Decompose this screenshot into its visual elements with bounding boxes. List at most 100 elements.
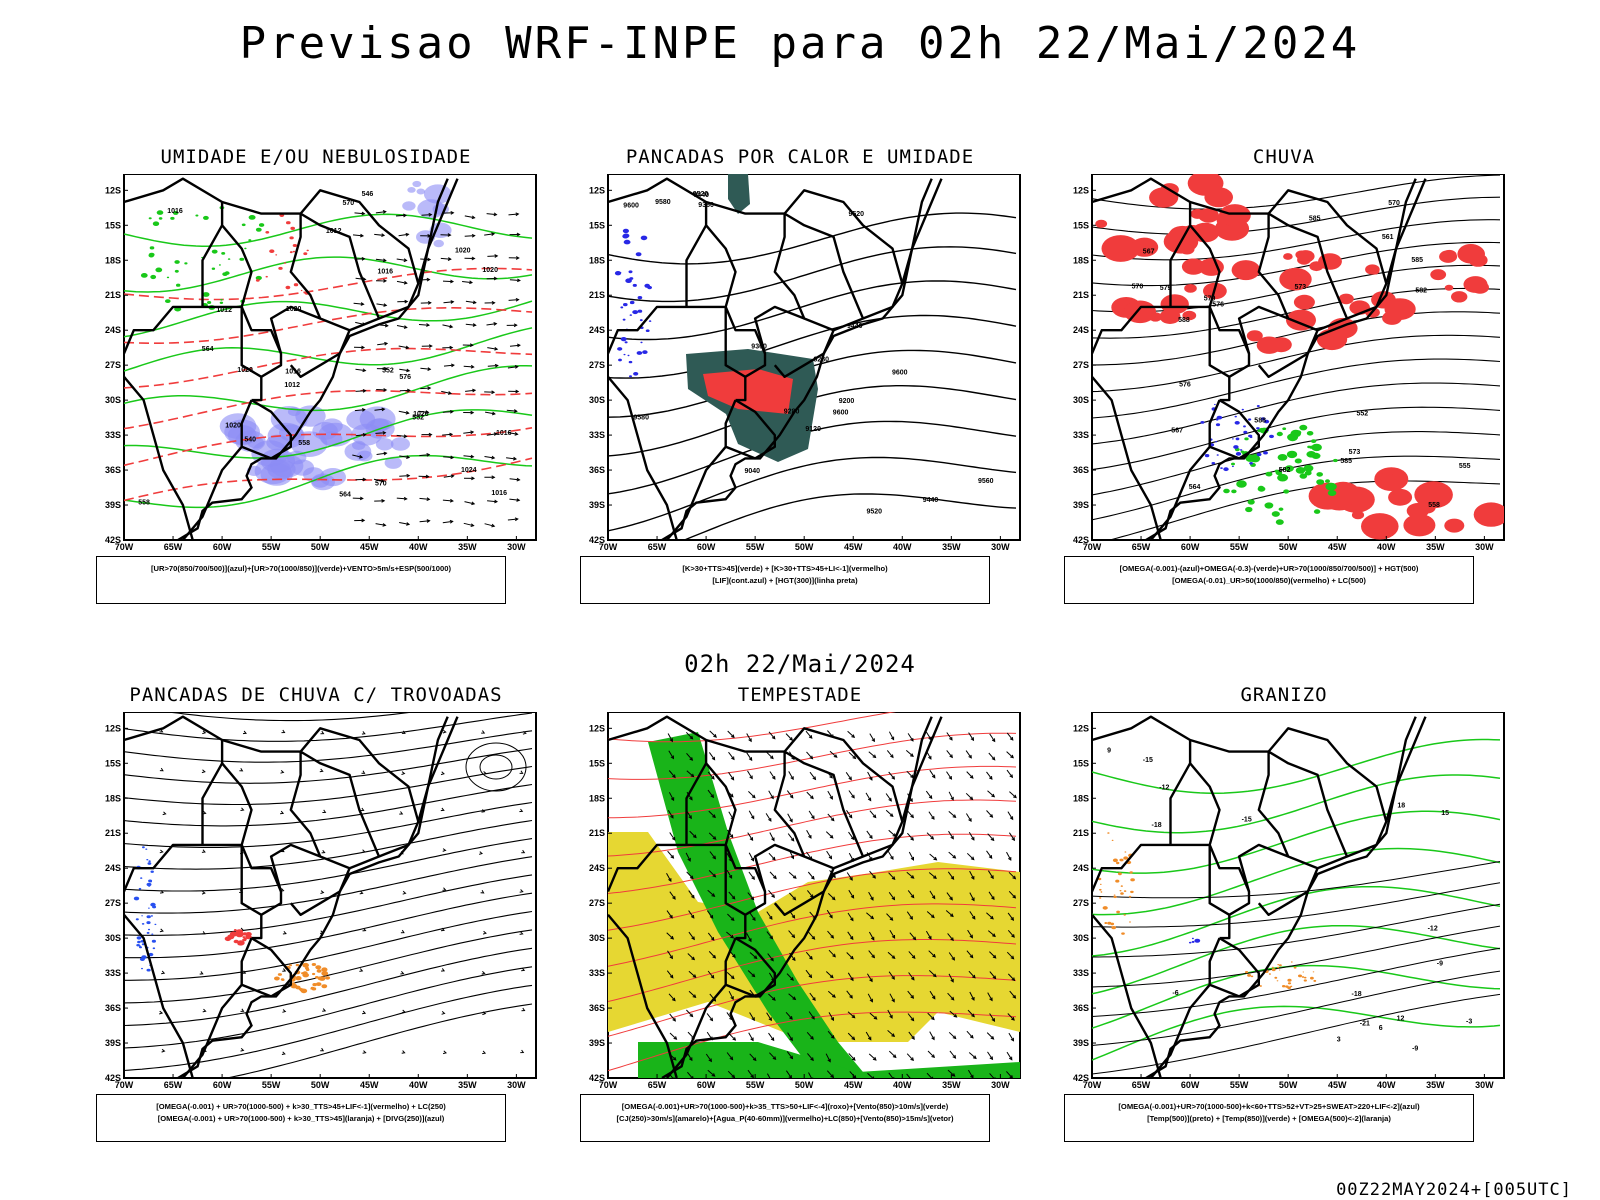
green-speckle [227,258,231,260]
wind-vector-head [970,737,975,742]
coastline [177,716,459,1078]
contour-label: 1012 [216,307,232,314]
wind-vector [848,831,855,840]
coastline [1145,178,1427,540]
x-tick-label: 70W [1083,1080,1102,1090]
wind-vector-head [481,970,486,975]
humidity-blue-area [295,405,326,427]
wind-vector-head [359,454,364,459]
height-contour [608,280,1017,341]
lif-blue-contour [618,358,622,362]
wind-vector-head [970,856,975,861]
wind-vector-head [469,343,474,348]
country-border [1219,914,1231,940]
contour-label: 12 [1397,1015,1405,1022]
y-tick-label: 27S [1073,898,1089,908]
orange-area [298,987,302,991]
y-tick-label: 21S [589,828,605,838]
x-tick-label: 60W [1181,542,1200,552]
wind-vector-head [402,890,407,895]
wind-vector-head [320,730,325,735]
wind-vector-head [910,1057,914,1062]
wind-vector-head [521,849,526,854]
wind-vector-head [710,937,715,941]
wind-vector [463,522,474,527]
country-border [1257,750,1349,870]
y-tick-label: 30S [105,395,121,405]
red-streamline [608,799,1017,857]
wind-vector [666,872,672,882]
orange-area [295,963,300,967]
wind-vector-head [972,1055,977,1060]
wind-vector [886,913,893,921]
wind-vector [888,1072,894,1078]
contour-label: 1012 [284,382,300,389]
wind-vector [906,911,913,920]
wind-vector [785,733,793,741]
wind-vector-head [811,815,815,820]
wind-vector-head [472,323,477,327]
y-tick-label: 30S [1073,395,1089,405]
wind-vector [769,771,776,780]
green-contour [124,365,533,412]
lif-blue-contour [636,351,643,355]
wind-vector [355,277,366,280]
wind-vector [354,212,365,215]
wind-vector-head [450,363,455,368]
y-tick-label: 39S [589,500,605,510]
rain-red-area [1283,253,1293,260]
wind-vector [687,953,695,960]
red-streamline [608,903,1017,967]
wind-vector [374,408,385,411]
lif-blue-contour [623,353,626,356]
contour-label: -21 [1360,1020,1370,1027]
blue-omega-area [1256,452,1262,457]
rain-red-area [1384,298,1416,320]
y-tick-label: 18S [1073,255,1089,265]
plot-frame [607,174,1021,541]
wind-vector [668,750,674,759]
red-speckle [285,285,291,290]
rain-red-area [1270,337,1292,353]
y-tick-label: 27S [589,360,605,370]
red-area [235,931,244,938]
legend-line: [K>30+TTS>45](verde) + [K>30+TTS>45+LI<-… [682,564,888,573]
x-tick-label: 50W [1279,1080,1298,1090]
wind-vector [989,1013,995,1022]
wind-vector-head [969,954,974,959]
wind-vector-head [951,956,955,961]
wind-vector-head [750,896,755,901]
wind-vector-head [933,856,938,861]
x-tick-label: 45W [1328,542,1347,552]
y-tick-label: 24S [1073,325,1089,335]
wind-vector-head [791,957,796,962]
wind-vector-head [672,774,676,779]
contour-label: 546 [362,191,374,198]
wind-vector [907,1013,914,1021]
x-tick-label: 65W [648,1080,667,1090]
wind-vector [728,1033,736,1041]
wind-vector [808,1072,812,1078]
wind-vector [442,280,454,283]
country-border [783,727,904,858]
wind-vector [667,733,673,742]
wind-vector [669,891,676,900]
omega-orange-area [1282,985,1286,988]
wind-vector-head [1012,994,1017,999]
wind-vector-head [691,894,695,899]
wind-vector [746,752,753,761]
legend-box: [OMEGA(-0.001)+UR>70(1000-500)+k<60+TTS>… [1064,1094,1474,1142]
rain-red-area [1279,267,1312,291]
wind-vector-head [791,934,796,939]
legend-line: [OMEGA(-0.001)-(azul)+OMEGA(-0.3)-(verde… [1119,564,1419,573]
orange-area [316,969,322,973]
omega-orange-area [1303,976,1307,979]
coastline [1145,716,1427,1078]
legend-line: [Temp(500)](preto) + [Temp(850)](verde) … [1147,1114,1391,1123]
wind-vector [667,850,674,859]
wind-vector-head [752,1057,757,1062]
wind-vector [726,1052,733,1060]
wind-vector-head [931,1016,935,1021]
red-dashed-contour [124,267,533,301]
